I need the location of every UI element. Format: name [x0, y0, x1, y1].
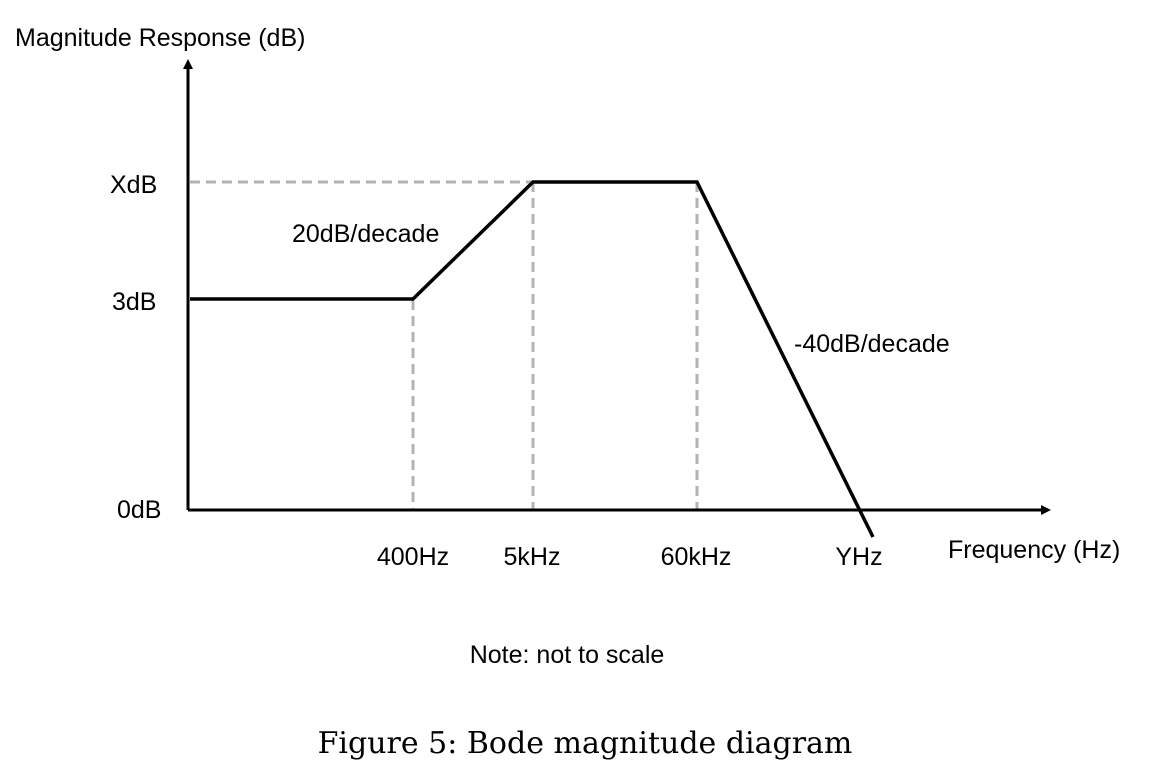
x-tick-5khz: 5kHz	[504, 543, 561, 571]
figure-caption: Figure 5: Bode magnitude diagram	[318, 726, 853, 761]
falling-slope-label: -40dB/decade	[794, 330, 950, 358]
magnitude-curve	[190, 180, 875, 538]
x-tick-400hz: 400Hz	[377, 543, 449, 571]
x-axis-label: Frequency (Hz)	[948, 536, 1120, 564]
y-tick-0db: 0dB	[117, 496, 161, 524]
y-axis-label: Magnitude Response (dB)	[15, 24, 305, 52]
y-tick-xdb: XdB	[110, 171, 157, 199]
x-tick-60khz: 60kHz	[661, 543, 732, 571]
rising-slope-label: 20dB/decade	[292, 220, 439, 248]
x-tick-yhz: YHz	[835, 543, 882, 571]
y-tick-3db: 3dB	[112, 288, 156, 316]
scale-note: Note: not to scale	[470, 641, 665, 669]
